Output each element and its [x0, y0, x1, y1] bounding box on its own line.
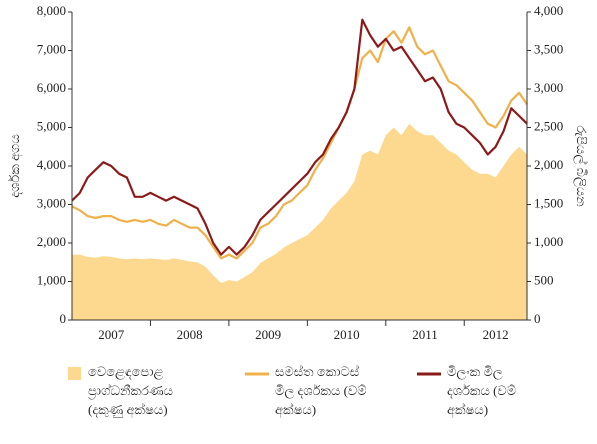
y-tick-label: 8,000: [37, 3, 66, 18]
line: [71, 26, 528, 260]
y2-tick-label: 1,000: [534, 234, 563, 249]
x-tick-label: 2010: [334, 327, 360, 342]
y-tick-label: 6,000: [37, 80, 66, 95]
area: [72, 123, 527, 320]
x-tick-label: 2012: [483, 327, 509, 342]
x-tick-label: 2011: [412, 327, 438, 342]
y2-tick-label: 2,000: [534, 157, 563, 172]
y-tick-label: 2,000: [37, 234, 66, 249]
x-tick-label: 2008: [177, 327, 203, 342]
legend-swatch: [68, 367, 81, 380]
legend-label: වෙළෙඳපොළ ප්‍රාග්ධනීකරණය (දකුණු අක්ෂය): [88, 364, 173, 417]
y2-tick-label: 3,500: [534, 41, 563, 56]
x-tick-label: 2007: [98, 327, 125, 342]
y-tick-label: 0: [60, 311, 67, 326]
y-tick-label: 3,000: [37, 195, 66, 210]
y-tick-label: 1,000: [37, 272, 66, 287]
y-tick-label: 4,000: [37, 157, 66, 172]
y2-tick-label: 4,000: [534, 3, 563, 18]
legend-label: සමස්ත කොටස් මිල දර්ශකය (වම් අක්ෂය): [275, 364, 367, 417]
line: [71, 18, 528, 256]
legend-label: මිලංක මිල දර්ශකය (වම් අක්ෂය): [447, 364, 517, 417]
y2-axis-label: රුපියල් බිලියන: [573, 125, 589, 207]
y-axis-label: දර්ශක අගය: [7, 134, 23, 197]
y2-tick-label: 3,000: [534, 80, 563, 95]
x-tick-label: 2009: [255, 327, 281, 342]
y2-tick-label: 0: [534, 311, 541, 326]
y2-tick-label: 1,500: [534, 195, 563, 210]
y2-tick-label: 2,500: [534, 118, 563, 133]
y-tick-label: 5,000: [37, 118, 66, 133]
y2-tick-label: 500: [534, 272, 554, 287]
y-tick-label: 7,000: [37, 41, 66, 56]
